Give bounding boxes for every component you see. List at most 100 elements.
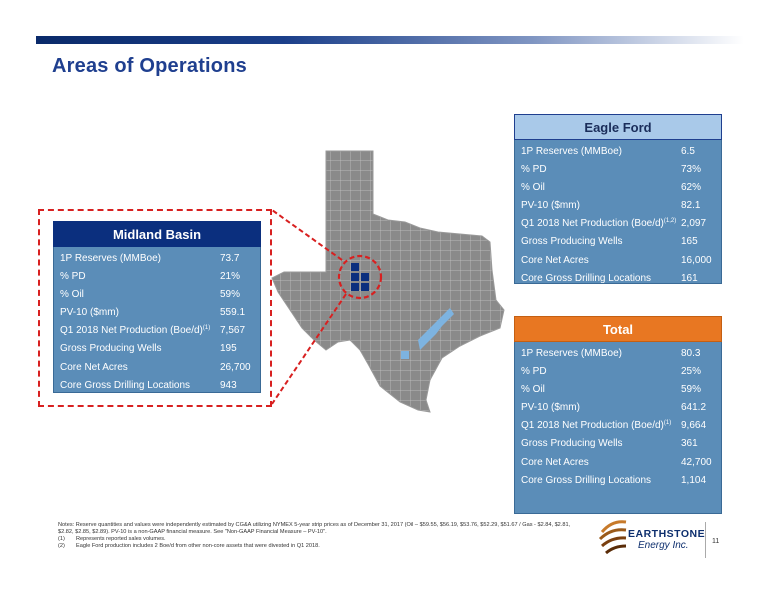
total-title: Total (514, 316, 722, 342)
row-value: 1,104 (681, 474, 707, 486)
row-label: Gross Producing Wells (521, 438, 623, 450)
row-value: 7,567 (220, 325, 246, 337)
row-value: 82.1 (681, 200, 701, 212)
table-row: % Oil 59% (54, 286, 260, 304)
earthstone-logo-icon (598, 520, 627, 555)
row-label: % Oil (521, 384, 545, 396)
table-row: 1P Reserves (MMBoe) 6.5 (515, 143, 721, 161)
eagle-ford-panel: Eagle Ford 1P Reserves (MMBoe) 6.5 % PD 73… (514, 114, 722, 284)
row-value: 73% (681, 164, 702, 176)
row-label: % PD (60, 271, 86, 283)
midland-county (351, 283, 359, 291)
midland-basin-title: Midland Basin (53, 221, 261, 247)
table-row: Core Gross Drilling Locations 161 (515, 270, 721, 288)
page-number: 11 (712, 538, 720, 545)
top-gradient-bar (36, 36, 744, 44)
row-label: PV-10 ($mm) (521, 402, 580, 414)
row-label: Q1 2018 Net Production (Boe/d)(1,2) (521, 218, 677, 230)
row-label: PV-10 ($mm) (60, 307, 119, 319)
eagle-ford-trend (418, 308, 454, 350)
row-label: Core Net Acres (60, 361, 128, 373)
row-value: 25% (681, 366, 702, 378)
row-label: 1P Reserves (MMBoe) (60, 253, 161, 264)
total-body: 1P Reserves (MMBoe) 80.3 % PD 25% % Oil 59%… (514, 342, 722, 514)
eagle-ford-body: 1P Reserves (MMBoe) 6.5 % PD 73% % Oil 62% … (514, 140, 722, 284)
footnote-marker: (1) (202, 325, 211, 332)
row-value: 559.1 (220, 307, 246, 319)
table-row: 1P Reserves (MMBoe) 73.7 (54, 250, 260, 268)
table-row: PV-10 ($mm) 82.1 (515, 197, 721, 215)
connector-line (271, 293, 347, 405)
row-value: 73.7 (220, 253, 240, 264)
row-value: 361 (681, 438, 698, 450)
row-label: PV-10 ($mm) (521, 200, 580, 212)
table-row: % Oil 59% (515, 381, 721, 399)
table-row: % PD 21% (54, 268, 260, 286)
row-label: Q1 2018 Net Production (Boe/d)(1) (521, 420, 672, 432)
total-panel: Total 1P Reserves (MMBoe) 80.3 % PD 25% % … (514, 316, 722, 514)
midland-basin-body: 1P Reserves (MMBoe) 73.7 % PD 21% % Oil 59%… (53, 247, 261, 393)
midland-county (351, 263, 359, 271)
row-value: 62% (681, 182, 702, 194)
table-row: PV-10 ($mm) 559.1 (54, 304, 260, 322)
table-row: Core Gross Drilling Locations 1,104 (515, 472, 721, 490)
row-label: 1P Reserves (MMBoe) (521, 348, 622, 359)
row-value: 641.2 (681, 402, 707, 414)
table-row: 1P Reserves (MMBoe) 80.3 (515, 345, 721, 363)
row-label: Core Gross Drilling Locations (521, 272, 652, 284)
table-row: Core Net Acres 26,700 (54, 359, 260, 377)
table-row: Q1 2018 Net Production (Boe/d)(1) 9,664 (515, 417, 721, 435)
table-row: % PD 73% (515, 161, 721, 179)
midland-circle (337, 254, 383, 300)
row-value: 6.5 (681, 146, 695, 157)
midland-basin-panel: Midland Basin 1P Reserves (MMBoe) 73.7 % … (53, 221, 261, 393)
row-label: 1P Reserves (MMBoe) (521, 146, 622, 157)
row-label: Q1 2018 Net Production (Boe/d)(1) (60, 325, 211, 337)
row-value: 195 (220, 343, 237, 355)
notes-main: Notes: Reserve quantities and values wer… (58, 522, 571, 535)
texas-county-map (271, 150, 505, 413)
table-row: Core Net Acres 16,000 (515, 252, 721, 270)
eagle-ford-county (401, 351, 409, 359)
footnote-marker: (1,2) (663, 218, 677, 225)
footnote-item: (1) Represents reported sales volumes. (58, 536, 166, 542)
row-value: 42,700 (681, 456, 712, 468)
row-value: 16,000 (681, 254, 712, 266)
midland-county (361, 273, 369, 281)
eagle-ford-title: Eagle Ford (514, 114, 722, 140)
row-value: 9,664 (681, 420, 707, 432)
midland-county (351, 273, 359, 281)
row-label: Core Net Acres (521, 456, 589, 468)
midland-county (361, 283, 369, 291)
logo-name: EARTHSTONE (628, 528, 706, 540)
table-row: Core Gross Drilling Locations 943 (54, 377, 260, 395)
table-row: Gross Producing Wells 361 (515, 435, 721, 453)
row-value: 2,097 (681, 218, 707, 230)
table-row: Q1 2018 Net Production (Boe/d)(1) 7,567 (54, 322, 260, 340)
row-value: 26,700 (220, 361, 251, 373)
row-label: Core Net Acres (521, 254, 589, 266)
row-value: 943 (220, 379, 237, 391)
row-value: 165 (681, 236, 698, 248)
page-title: Areas of Operations (52, 55, 247, 77)
row-label: Gross Producing Wells (60, 343, 162, 355)
row-label: % Oil (60, 289, 84, 301)
table-row: PV-10 ($mm) 641.2 (515, 399, 721, 417)
table-row: Gross Producing Wells 195 (54, 340, 260, 358)
row-label: Core Gross Drilling Locations (521, 474, 652, 486)
row-label: Gross Producing Wells (521, 236, 623, 248)
footnote-marker: (1) (663, 420, 672, 427)
row-label: % PD (521, 366, 547, 378)
table-row: Core Net Acres 42,700 (515, 454, 721, 472)
table-row: Q1 2018 Net Production (Boe/d)(1,2) 2,097 (515, 215, 721, 233)
row-value: 161 (681, 272, 698, 284)
footnote-item: (2) Eagle Ford production includes 2 Boe/… (58, 543, 320, 549)
table-row: % Oil 62% (515, 179, 721, 197)
row-value: 21% (220, 271, 241, 283)
table-row: % PD 25% (515, 363, 721, 381)
row-value: 59% (220, 289, 241, 301)
connector-line (271, 209, 343, 261)
logo-subtitle: Energy Inc. (638, 540, 689, 551)
row-label: Core Gross Drilling Locations (60, 379, 191, 391)
midland-highlight-box (38, 209, 272, 407)
